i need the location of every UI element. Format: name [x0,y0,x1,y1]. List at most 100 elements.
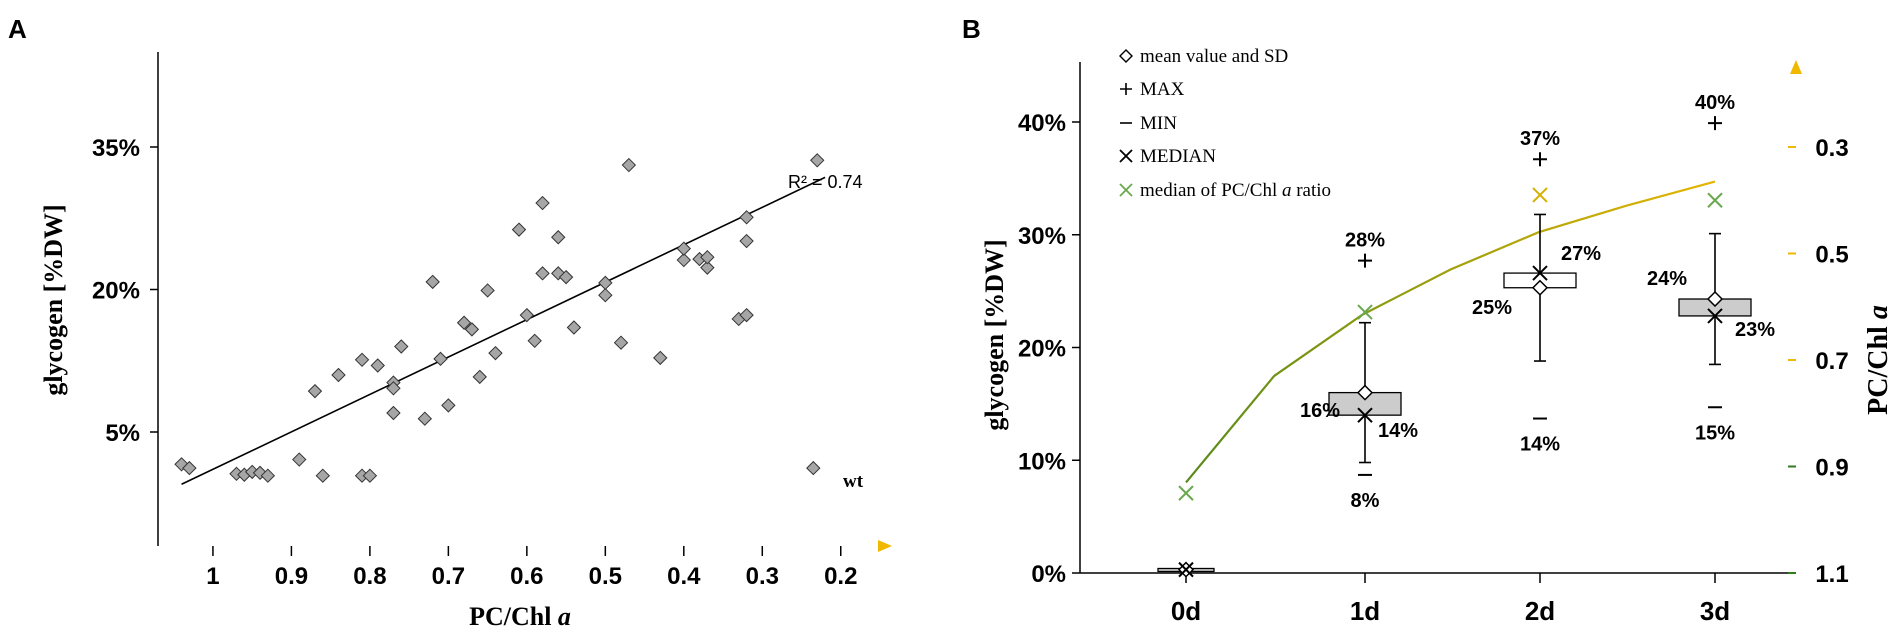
panel-a-regression [181,176,826,485]
b-box-group: 40% 15% [1678,92,1752,444]
a-data-point [613,335,629,350]
panel-a-x-label: PC/Chl a [469,602,571,631]
b-median-label: 23% [1735,319,1775,341]
a-data-point [535,266,550,281]
a-x-tick-label: 0.4 [667,563,701,590]
a-data-point [488,345,503,361]
panel-b-boxes: 28% 8% 37% 14% 40% 15% 16% 14% 25% 27% 24% 23% [1157,92,1775,578]
a-x-tick-label: 0.7 [432,563,465,590]
a-x-tick-label: 0.6 [510,563,543,590]
a-data-point [433,351,448,367]
a-data-point [739,307,754,323]
a-data-point [527,333,542,349]
a-data-point [480,283,495,298]
b-legend-label: MEDIAN [1140,146,1216,167]
b-mean-label: 16% [1300,400,1340,422]
a-data-point [464,322,480,337]
a-y-tick-label: 20% [92,278,140,305]
b-legend-symbol [1120,83,1132,95]
b-mean-marker [1356,384,1374,401]
a-data-point [700,260,715,275]
b-max-marker [1708,116,1722,131]
panel-a-points [174,153,825,483]
b-max-marker [1358,253,1372,268]
b-y2-tick-label: 1.1 [1815,561,1848,588]
b-y-tick-label: 0% [1031,561,1066,588]
a-data-point [260,468,276,483]
panel-b: B 0% 10% 20% 30% 40% 1.1 0.9 0.7 0.5 0.3 0d 1d 2d 3… [962,14,1894,626]
a-x-tick-label: 0.5 [589,563,622,590]
a-data-point [519,307,535,323]
a-x-tick-label: 0.8 [353,563,386,590]
a-data-point [535,195,550,211]
a-data-point [598,287,613,303]
b-min-label: 15% [1695,422,1735,444]
panel-a-x-label-main: PC/Chl [469,602,551,631]
a-data-point [739,210,754,225]
b-ratio-median-marker [1707,192,1723,208]
b-box-group [1157,485,1215,578]
panel-b-y2-ticks: 1.1 0.9 0.7 0.5 0.3 [1788,135,1849,588]
b-median-marker [1178,561,1194,578]
a-y-tick-label: 35% [92,135,140,162]
a-x-tick-label: 0.9 [275,563,308,590]
a-x-tick-label: 0.3 [746,563,779,590]
b-median-marker [1357,407,1373,423]
b-y2-tick-label: 0.3 [1815,135,1848,162]
a-data-point [472,369,487,385]
a-data-point [425,274,440,290]
panel-a: A 5% 20% 35% 1 0.9 0.8 0.7 0.6 0.5 0.4 0.3 0.2 R² … [8,14,892,631]
a-data-point [551,230,566,245]
b-y-tick-label: 30% [1018,223,1066,250]
b-max-marker [1533,152,1547,167]
a-data-point [354,352,370,368]
a-data-point [598,275,613,291]
b-median-label: 14% [1378,420,1418,442]
b-legend-label: median of PC/Chl a ratio [1140,180,1331,201]
b-ratio-median-marker [1178,485,1194,501]
b-legend-label-main: median of PC/Chl [1140,180,1282,201]
b-x-tick-label: 0d [1171,596,1201,626]
panel-a-x-ticks: 1 0.9 0.8 0.7 0.6 0.5 0.4 0.3 0.2 [206,546,857,590]
b-x-tick-label: 1d [1350,596,1380,626]
b-legend-label: mean value and SD [1140,46,1288,67]
b-y2-tick-label: 0.9 [1815,455,1848,482]
panel-a-y-ticks: 5% 20% 35% [92,135,158,447]
panel-b-legend: mean value and SD MAX MIN MEDIAN median of P… [1119,46,1331,201]
b-max-label: 28% [1345,230,1385,252]
b-min-label: 8% [1351,490,1380,512]
a-data-point [739,233,754,249]
a-data-point [456,315,472,330]
b-mean-label: 25% [1472,297,1512,319]
b-x-tick-label: 2d [1525,596,1555,626]
a-data-point [566,320,582,335]
b-legend-symbol [1119,49,1133,63]
b-y-tick-label: 20% [1018,336,1066,363]
panel-b-y-ticks: 0% 10% 20% 30% 40% [1018,110,1080,588]
b-max-label: 40% [1695,92,1735,114]
panel-a-x-axis-arrow [878,540,892,552]
a-data-point [700,249,715,265]
panel-a-y-label: glycogen [%DW] [39,204,68,395]
a-x-tick-label: 0.2 [824,563,857,590]
b-legend-symbol [1119,149,1133,163]
a-data-point [417,411,433,426]
a-data-point [307,383,323,399]
b-box-group: 28% 8% [1328,230,1402,512]
a-data-point [676,241,692,256]
panel-b-y2-label-italic: a [1863,305,1894,319]
b-mean-label: 24% [1647,268,1687,290]
a-data-point [362,468,378,483]
b-legend-label: MAX [1140,79,1185,100]
panel-b-x-ticks: 0d 1d 2d 3d [1171,573,1730,626]
a-data-point [558,269,574,285]
b-max-label: 37% [1520,128,1560,150]
a-data-point [331,367,346,383]
a-data-point [394,339,409,354]
a-data-point [676,252,692,268]
b-median-label: 27% [1561,243,1601,265]
a-data-point [653,350,668,366]
a-data-point [370,358,385,373]
b-y2-tick-label: 0.7 [1815,348,1848,375]
